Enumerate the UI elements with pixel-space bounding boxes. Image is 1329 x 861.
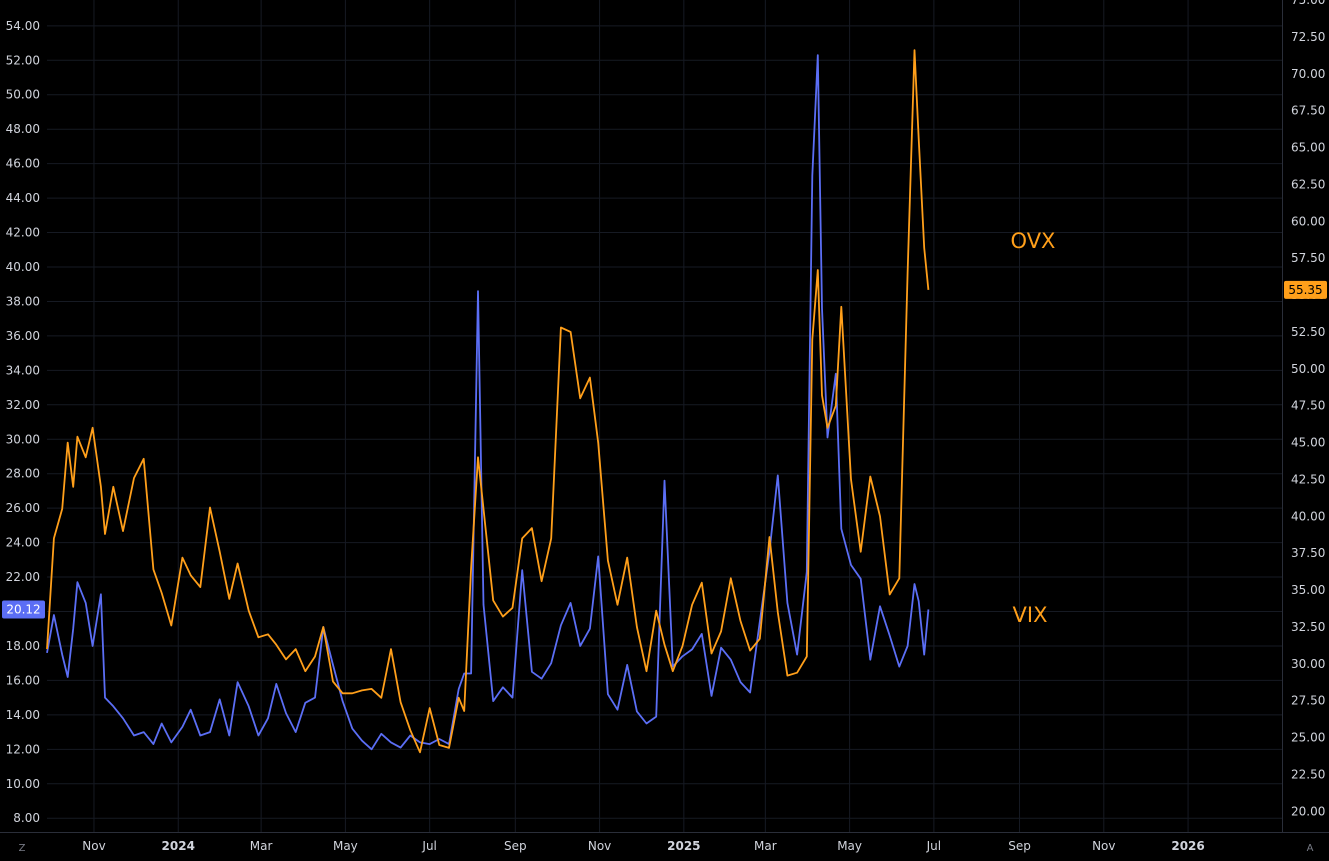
annotation-vix-label: VIX [1013,603,1048,627]
left-axis-tick: 28.00 [6,467,40,481]
right-axis-tick: 47.50 [1291,399,1325,413]
left-axis-tick: 12.00 [6,742,40,756]
right-axis-tick: 72.50 [1291,30,1325,44]
x-axis-tick: May [333,839,358,853]
left-axis-tick: 46.00 [6,157,40,171]
left-axis-tick: 18.00 [6,639,40,653]
ovx-series-line[interactable] [46,49,930,754]
ovx-last-value-tag: 55.35 [1284,280,1327,299]
left-axis-tick: 32.00 [6,398,40,412]
x-axis-tick: Mar [754,839,777,853]
right-axis-tick: 70.00 [1291,67,1325,81]
left-axis-tick: 48.00 [6,122,40,136]
x-axis-tick: Sep [1008,839,1031,853]
right-axis-tick: 57.50 [1291,251,1325,265]
value-tag-text: 55.35 [1288,283,1322,297]
left-axis-tick: 44.00 [6,191,40,205]
left-axis-tick: 8.00 [13,811,40,825]
left-axis-tick: 24.00 [6,536,40,550]
x-axis-tick: Nov [82,839,105,853]
left-axis-tick: 10.00 [6,777,40,791]
right-axis-tick: 30.00 [1291,657,1325,671]
right-price-axis[interactable]: 75.00 72.50 70.00 67.50 65.00 62.50 60.00 57.50… [1291,0,1325,818]
right-axis-tick: 45.00 [1291,436,1325,450]
left-axis-tick: 22.00 [6,570,40,584]
vix-series-line[interactable] [46,54,930,751]
right-axis-tick: 42.50 [1291,472,1325,486]
right-axis-tick: 27.50 [1291,694,1325,708]
left-axis-tick: 36.00 [6,329,40,343]
left-axis-tick: 40.00 [6,260,40,274]
right-axis-tick: 22.50 [1291,767,1325,781]
vix-last-value-tag: 20.12 [2,600,45,619]
x-axis-tick: Mar [250,839,273,853]
x-axis-tick: Nov [1092,839,1115,853]
corner-label-right[interactable]: A [1307,843,1314,854]
time-axis[interactable]: Nov 2024 Mar May Jul Sep Nov 2025 Mar May Jul Sep No… [82,839,1205,853]
series-annotations: OVX VIX [1011,229,1056,627]
value-tag-text: 20.12 [6,602,40,616]
right-axis-tick: 65.00 [1291,141,1325,155]
right-axis-tick: 67.50 [1291,104,1325,118]
left-axis-tick: 14.00 [6,708,40,722]
left-axis-tick: 52.00 [6,53,40,67]
left-axis-tick: 50.00 [6,88,40,102]
right-axis-tick: 62.50 [1291,177,1325,191]
x-axis-tick: Jul [926,839,941,853]
left-axis-tick: 34.00 [6,363,40,377]
left-axis-tick: 38.00 [6,294,40,308]
current-value-tags: 20.12 55.35 [2,280,1327,619]
x-axis-tick: May [837,839,862,853]
left-axis-tick: 42.00 [6,226,40,240]
right-axis-tick: 37.50 [1291,546,1325,560]
right-axis-tick: 40.00 [1291,509,1325,523]
x-axis-tick: Jul [421,839,436,853]
right-axis-tick: 35.00 [1291,583,1325,597]
left-axis-tick: 30.00 [6,432,40,446]
left-axis-tick: 16.00 [6,673,40,687]
right-axis-tick: 50.00 [1291,362,1325,376]
value-tag-background [2,600,45,619]
grid-lines [47,0,1282,832]
x-axis-tick: Sep [504,839,527,853]
right-axis-tick: 25.00 [1291,731,1325,745]
left-axis-tick: 26.00 [6,501,40,515]
right-axis-tick: 52.50 [1291,325,1325,339]
x-axis-tick: 2025 [667,839,700,853]
x-axis-tick: 2024 [162,839,195,853]
x-axis-tick: 2026 [1171,839,1204,853]
corner-label-left[interactable]: Z [19,843,26,854]
value-tag-background [1284,280,1327,299]
plot-area[interactable] [46,49,930,754]
right-axis-tick: 20.00 [1291,804,1325,818]
x-axis-tick: Nov [588,839,611,853]
left-axis-tick: 54.00 [6,19,40,33]
right-axis-tick: 60.00 [1291,214,1325,228]
annotation-ovx-label: OVX [1011,229,1056,253]
right-axis-tick: 75.00 [1291,0,1325,7]
right-axis-tick: 32.50 [1291,620,1325,634]
